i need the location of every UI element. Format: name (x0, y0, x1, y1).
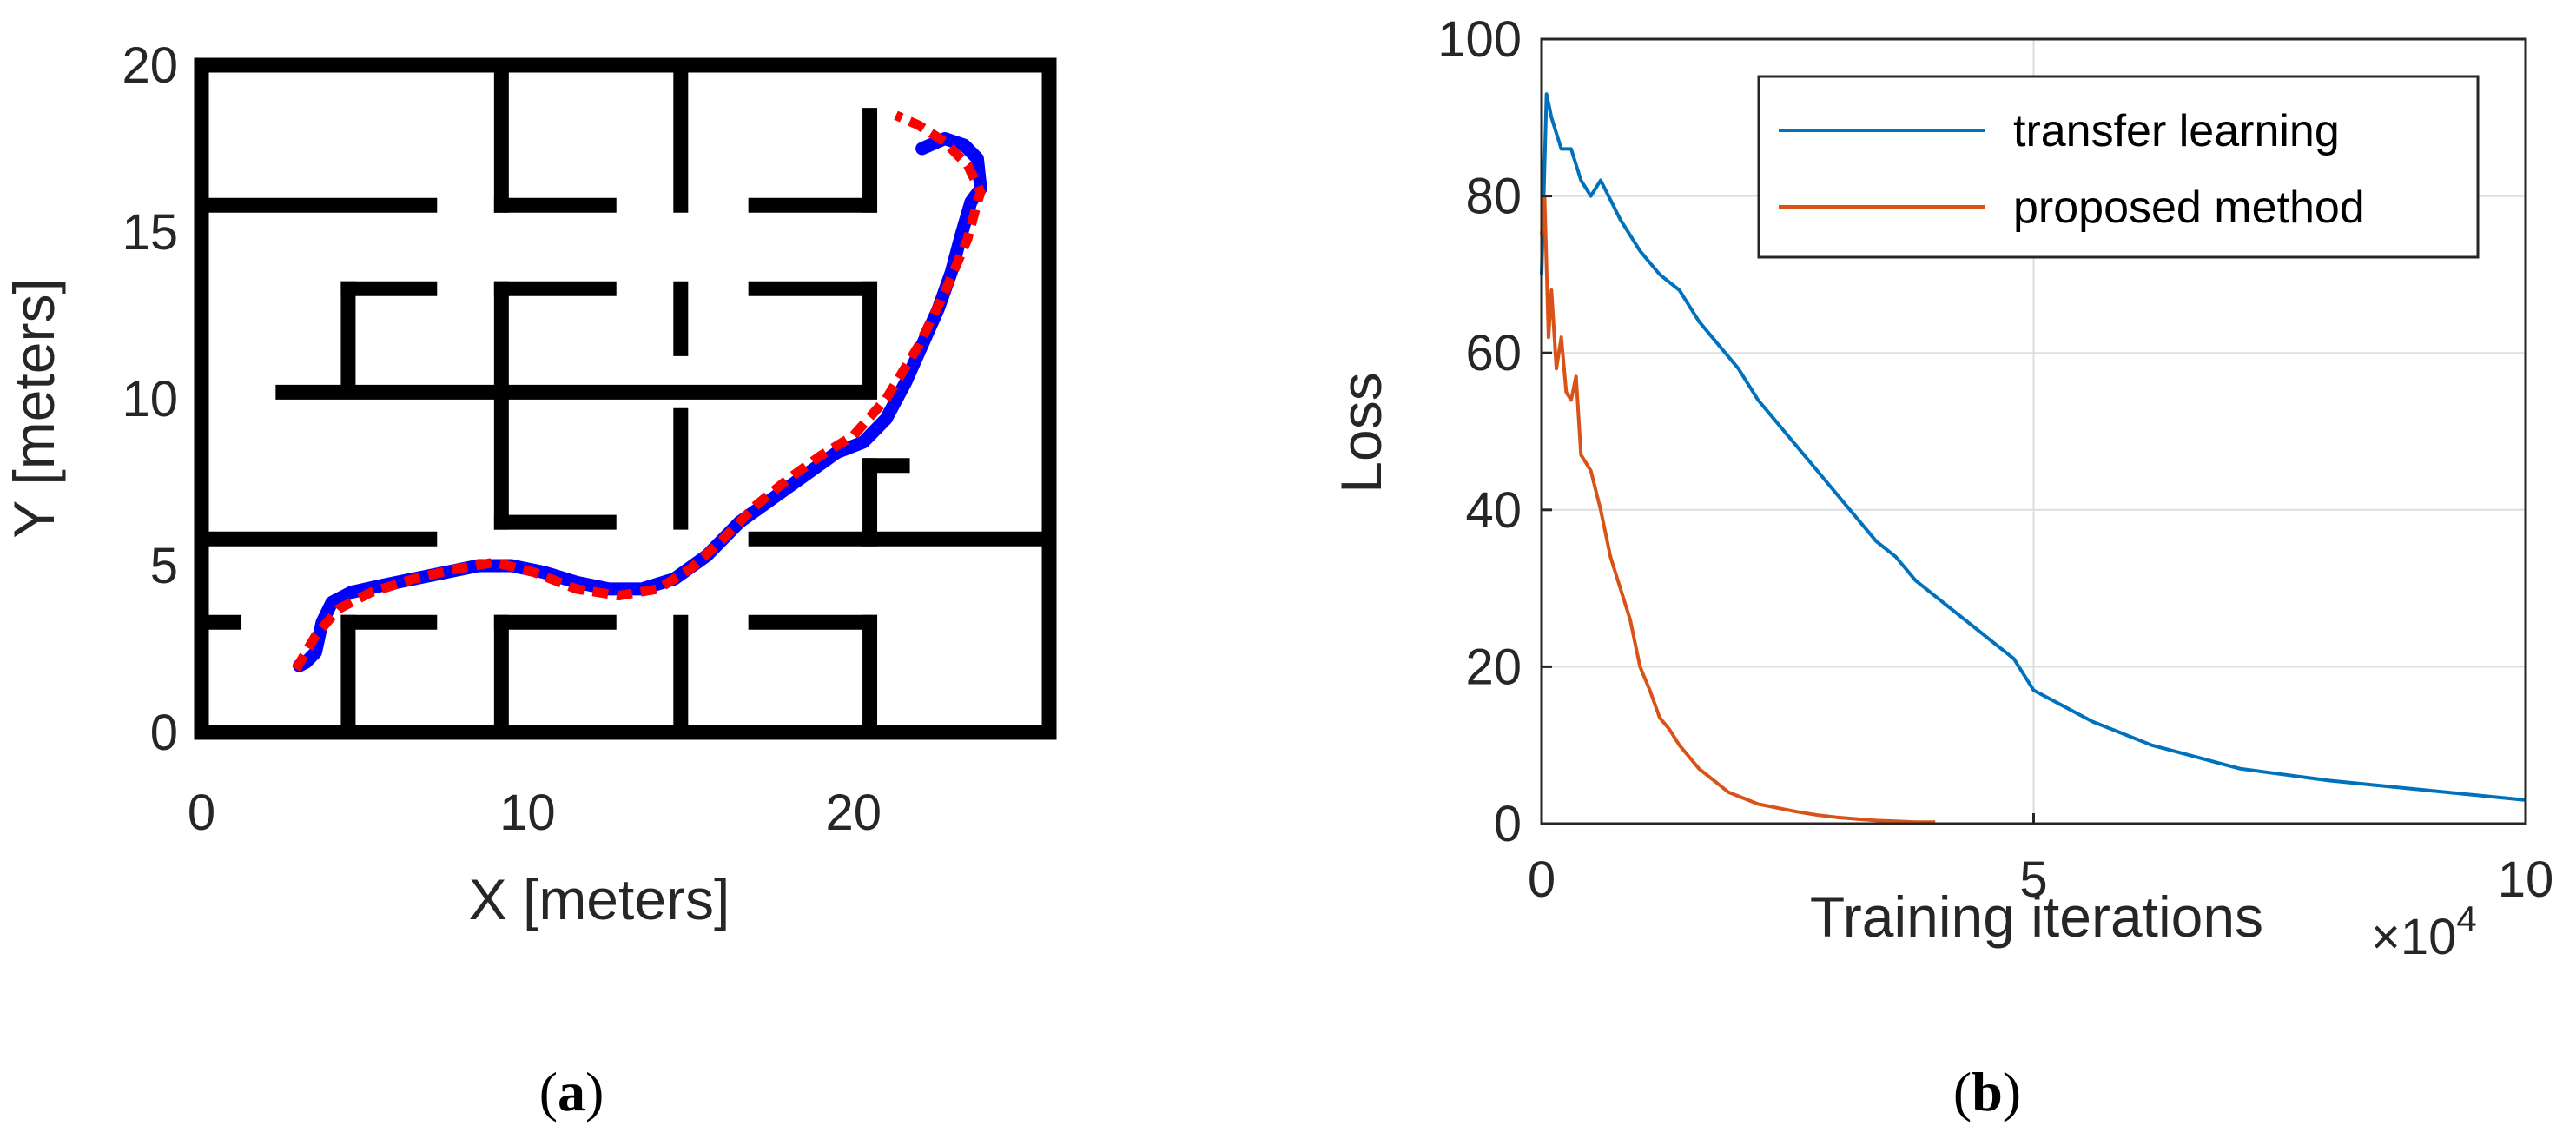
panel-a-ticks: 0 10 20 0 5 10 15 20 (122, 37, 882, 841)
legend-label-transfer-learning: transfer learning (2013, 106, 2340, 156)
y-tick-label-60: 60 (1465, 325, 1522, 381)
x-tick-label-10: 10 (2498, 851, 2554, 908)
x-multiplier-exponent: 4 (2456, 898, 2476, 939)
y-tick-label-20: 20 (1465, 639, 1522, 695)
y-axis-label: Y [meters] (2, 278, 66, 539)
maze-walls (194, 57, 1057, 740)
legend-box (1757, 75, 2480, 259)
caption-a-open: ( (539, 1061, 558, 1123)
y-tick-label-40: 40 (1465, 482, 1522, 539)
x-tick-label-0: 0 (1528, 851, 1556, 908)
path-lines (292, 110, 987, 672)
caption-a-letter: a (558, 1061, 585, 1123)
loss-lines (1540, 92, 2526, 825)
y-tick-label-0: 0 (1494, 796, 1522, 852)
x-tick-label-10: 10 (499, 785, 556, 841)
caption-b-letter: b (1972, 1061, 2003, 1123)
x-tick-label-5: 5 (2019, 851, 2047, 908)
x-axis-label: X [meters] (469, 867, 730, 931)
y-axis-label: Loss (1329, 372, 1393, 493)
legend-label-proposed-method: proposed method (2013, 182, 2365, 233)
proposed-method-line (1540, 194, 1936, 825)
x-multiplier: ×104 (2371, 898, 2477, 965)
y-tick-label-100: 100 (1437, 11, 1522, 68)
caption-b-close: ) (2003, 1061, 2021, 1123)
x-tick-label-0: 0 (188, 785, 215, 841)
x-multiplier-base: ×10 (2371, 909, 2456, 965)
panel-a-maze-plot: 0 10 20 0 5 10 15 20 X [meters] Y [meters] (2, 37, 1057, 931)
reference-path-line (292, 110, 986, 672)
x-axis-label: Training iterations (1810, 884, 2263, 949)
transfer-learning-line (1540, 92, 2526, 802)
x-tick-label-20: 20 (826, 785, 882, 841)
y-tick-label-15: 15 (122, 204, 178, 261)
caption-b-open: ( (1953, 1061, 1972, 1123)
y-tick-label-5: 5 (150, 538, 178, 594)
y-tick-label-20: 20 (122, 37, 178, 94)
y-tick-label-80: 80 (1465, 169, 1522, 225)
actual-path-line (293, 131, 987, 672)
y-tick-label-10: 10 (122, 371, 178, 427)
y-tick-label-0: 0 (150, 705, 178, 761)
panel-b-caption: (b) (1953, 1061, 2021, 1123)
legend: transfer learning proposed method (1757, 75, 2480, 259)
panel-a-caption: (a) (539, 1061, 604, 1123)
caption-a-close: ) (585, 1061, 604, 1123)
